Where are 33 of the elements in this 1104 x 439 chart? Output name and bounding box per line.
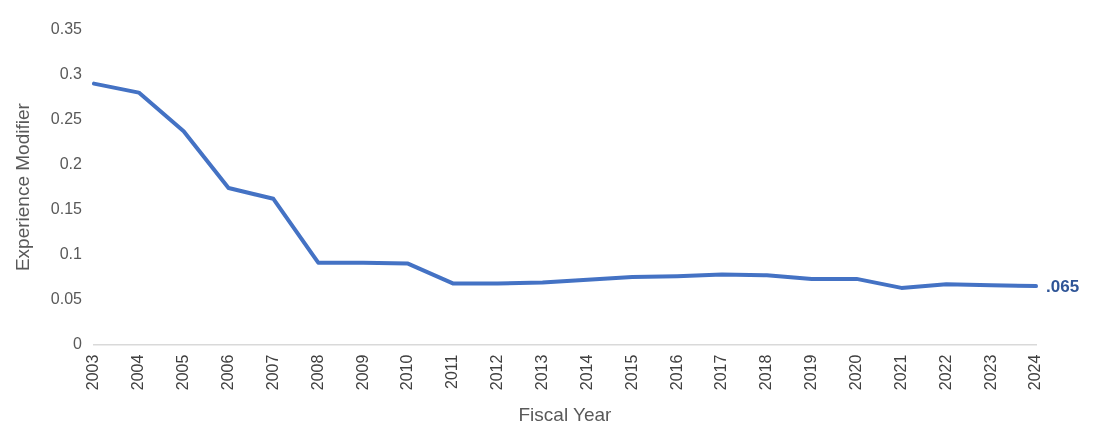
y-tick-label: 0.05	[50, 290, 83, 308]
y-tick-label: 0.15	[50, 200, 83, 218]
x-tick-label: 2019	[802, 354, 820, 391]
y-tick-label: 0.2	[59, 155, 83, 173]
x-tick-label: 2015	[622, 354, 640, 391]
x-tick-label: 2004	[129, 354, 147, 391]
x-tick-label: 2018	[757, 354, 775, 391]
y-tick-label: 0.25	[50, 110, 83, 128]
x-tick-label: 2017	[712, 354, 730, 391]
x-tick-label: 2022	[936, 354, 954, 391]
x-tick-label: 2024	[1026, 354, 1044, 391]
x-tick-label: 2013	[532, 354, 550, 391]
x-tick-label: 2023	[981, 354, 999, 391]
x-tick-label: 2006	[218, 354, 236, 391]
x-tick-label: 2014	[577, 354, 595, 391]
y-tick-label: 0.1	[59, 245, 83, 263]
x-tick-label: 2011	[443, 354, 461, 390]
y-tick-label: 0.35	[50, 20, 83, 38]
x-tick-label: 2008	[308, 354, 326, 391]
x-tick-label: 2020	[846, 354, 864, 391]
x-tick-label: 2005	[174, 354, 192, 391]
y-tick-label: 0	[73, 335, 83, 353]
x-tick-label: 2012	[488, 354, 506, 391]
x-tick-label: 2003	[84, 354, 102, 391]
data-label: .065	[1046, 276, 1080, 296]
x-axis-title: Fiscal Year	[518, 403, 613, 425]
x-tick-label: 2021	[891, 354, 909, 391]
x-tick-label: 2009	[353, 354, 371, 391]
x-tick-label: 2007	[263, 354, 281, 391]
x-tick-label: 2010	[398, 354, 416, 391]
x-tick-label: 2016	[667, 354, 685, 391]
y-axis-title: Experience Modifier	[11, 102, 33, 272]
y-tick-label: 0.3	[59, 65, 83, 83]
